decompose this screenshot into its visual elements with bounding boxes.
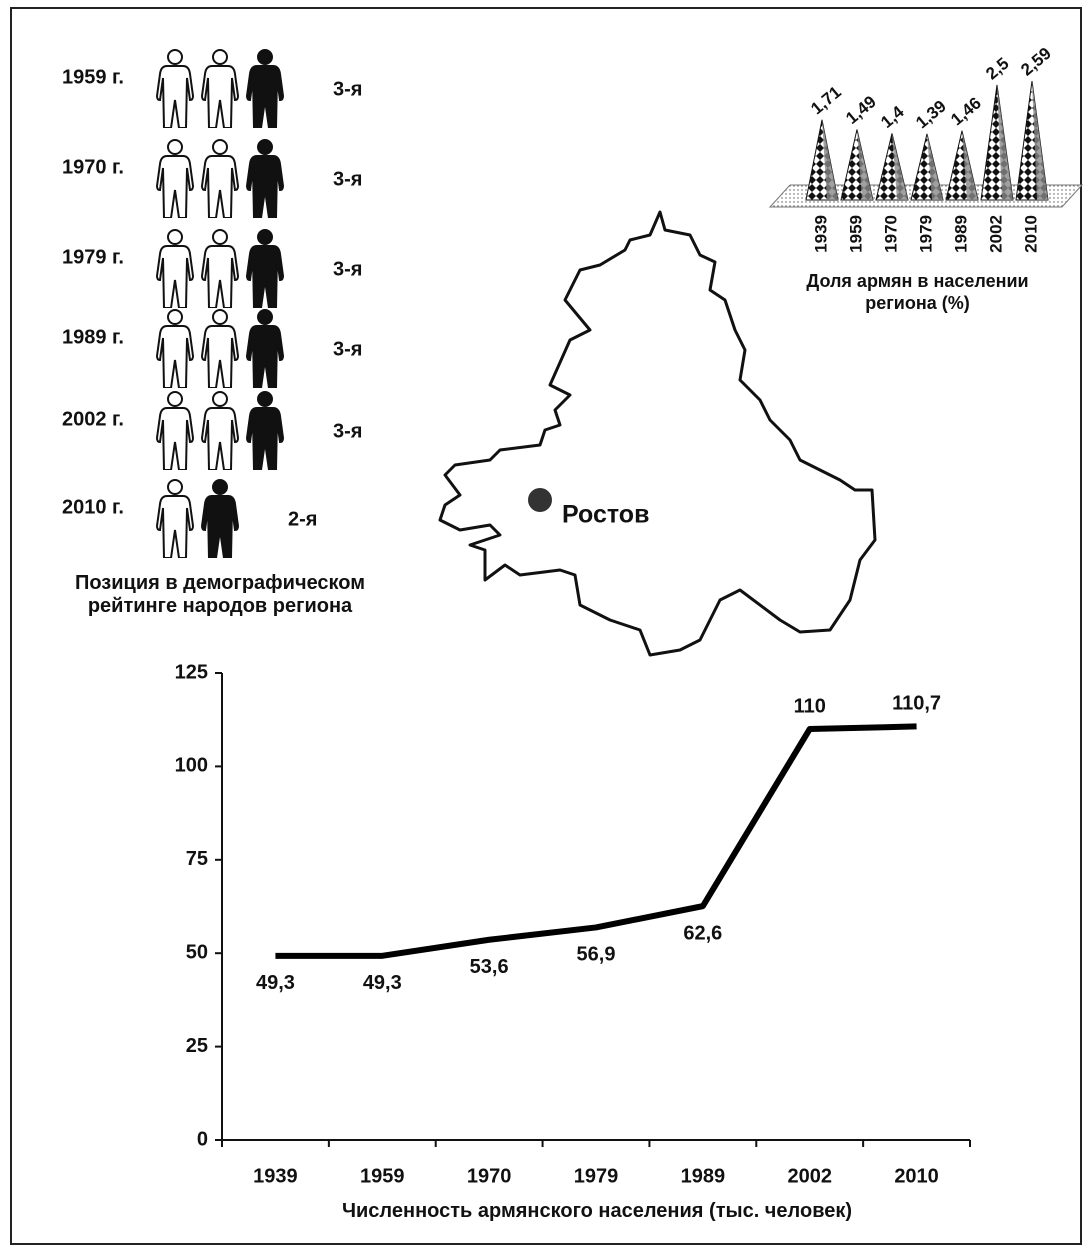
cone-title: Доля армян в населении региона (%) xyxy=(806,271,1029,313)
cone-shade xyxy=(1032,81,1048,200)
cone-shade xyxy=(822,119,838,200)
value-label: 53,6 xyxy=(470,956,509,978)
y-tick-label: 75 xyxy=(186,848,208,870)
person-icon xyxy=(201,479,239,558)
row-label: 1970 г. xyxy=(62,156,124,178)
person-icon xyxy=(156,229,194,308)
value-label: 1,4 xyxy=(877,102,908,132)
value-label: 49,3 xyxy=(256,972,295,994)
x-tick-label: 1959 xyxy=(360,1165,405,1187)
value-label: 49,3 xyxy=(363,972,402,994)
rank-label: 3-я xyxy=(333,78,362,100)
cone-shade xyxy=(892,133,908,200)
value-label: 56,9 xyxy=(577,944,616,966)
value-label: 110,7 xyxy=(892,693,941,715)
rank-label: 3-я xyxy=(333,420,362,442)
person-icon xyxy=(246,49,284,128)
rank-label: 2-я xyxy=(288,508,317,530)
cone-shade xyxy=(962,130,978,200)
value-label: 1,46 xyxy=(947,93,985,129)
x-tick-label: 1979 xyxy=(916,215,935,253)
person-icon xyxy=(156,49,194,128)
value-label: 1,49 xyxy=(842,92,880,128)
x-tick-label: 1970 xyxy=(467,1165,512,1187)
x-tick-label: 1989 xyxy=(951,215,970,253)
y-tick-label: 50 xyxy=(186,941,208,963)
x-tick-label: 1979 xyxy=(574,1165,619,1187)
row-label: 2002 г. xyxy=(62,408,124,430)
city-dot xyxy=(528,488,552,512)
value-label: 62,6 xyxy=(683,922,722,944)
person-icon xyxy=(201,139,239,218)
person-icon xyxy=(246,391,284,470)
person-icon xyxy=(156,391,194,470)
person-icon xyxy=(201,309,239,388)
x-tick-label: 2010 xyxy=(894,1165,939,1187)
x-tick-label: 1939 xyxy=(811,215,830,253)
value-label: 110 xyxy=(794,695,826,717)
cone-shade xyxy=(857,129,873,200)
x-tick-label: 1959 xyxy=(846,215,865,253)
frame xyxy=(10,7,1082,1245)
x-tick-label: 2002 xyxy=(787,1165,832,1187)
person-icon xyxy=(246,139,284,218)
y-tick-label: 25 xyxy=(186,1035,208,1057)
x-axis-label: Численность армянского населения (тыс. ч… xyxy=(341,1200,853,1222)
row-label: 1959 г. xyxy=(62,66,124,88)
person-icon xyxy=(156,139,194,218)
value-label: 2,5 xyxy=(982,54,1012,84)
region-map xyxy=(438,210,877,657)
person-icon xyxy=(246,309,284,388)
y-tick-label: 0 xyxy=(197,1128,208,1150)
x-tick-label: 2002 xyxy=(986,215,1005,253)
data-line xyxy=(275,723,917,959)
person-icon xyxy=(246,229,284,308)
x-tick-label: 1970 xyxy=(881,215,900,253)
cone-shade xyxy=(997,85,1013,200)
y-tick-label: 125 xyxy=(175,661,208,683)
person-icon xyxy=(201,49,239,128)
x-tick-label: 1989 xyxy=(681,1165,726,1187)
y-tick-label: 100 xyxy=(175,755,208,777)
row-label: 1989 г. xyxy=(62,326,124,348)
city-label: Ростов xyxy=(562,501,649,529)
rank-label: 3-я xyxy=(333,338,362,360)
rank-label: 3-я xyxy=(333,258,362,280)
rank-label: 3-я xyxy=(333,168,362,190)
value-label: 2,59 xyxy=(1017,44,1055,80)
x-tick-label: 1939 xyxy=(253,1165,298,1187)
pictogram-title: Позиция в демографическом рейтинге народ… xyxy=(74,572,366,617)
x-tick-label: 2010 xyxy=(1021,215,1040,253)
row-label: 1979 г. xyxy=(62,246,124,268)
person-icon xyxy=(156,479,194,558)
person-icon xyxy=(201,229,239,308)
person-icon xyxy=(201,391,239,470)
cone-shade xyxy=(927,133,943,200)
person-icon xyxy=(156,309,194,388)
value-label: 1,39 xyxy=(912,97,950,133)
value-label: 1,71 xyxy=(807,82,845,118)
row-label: 2010 г. xyxy=(62,496,124,518)
